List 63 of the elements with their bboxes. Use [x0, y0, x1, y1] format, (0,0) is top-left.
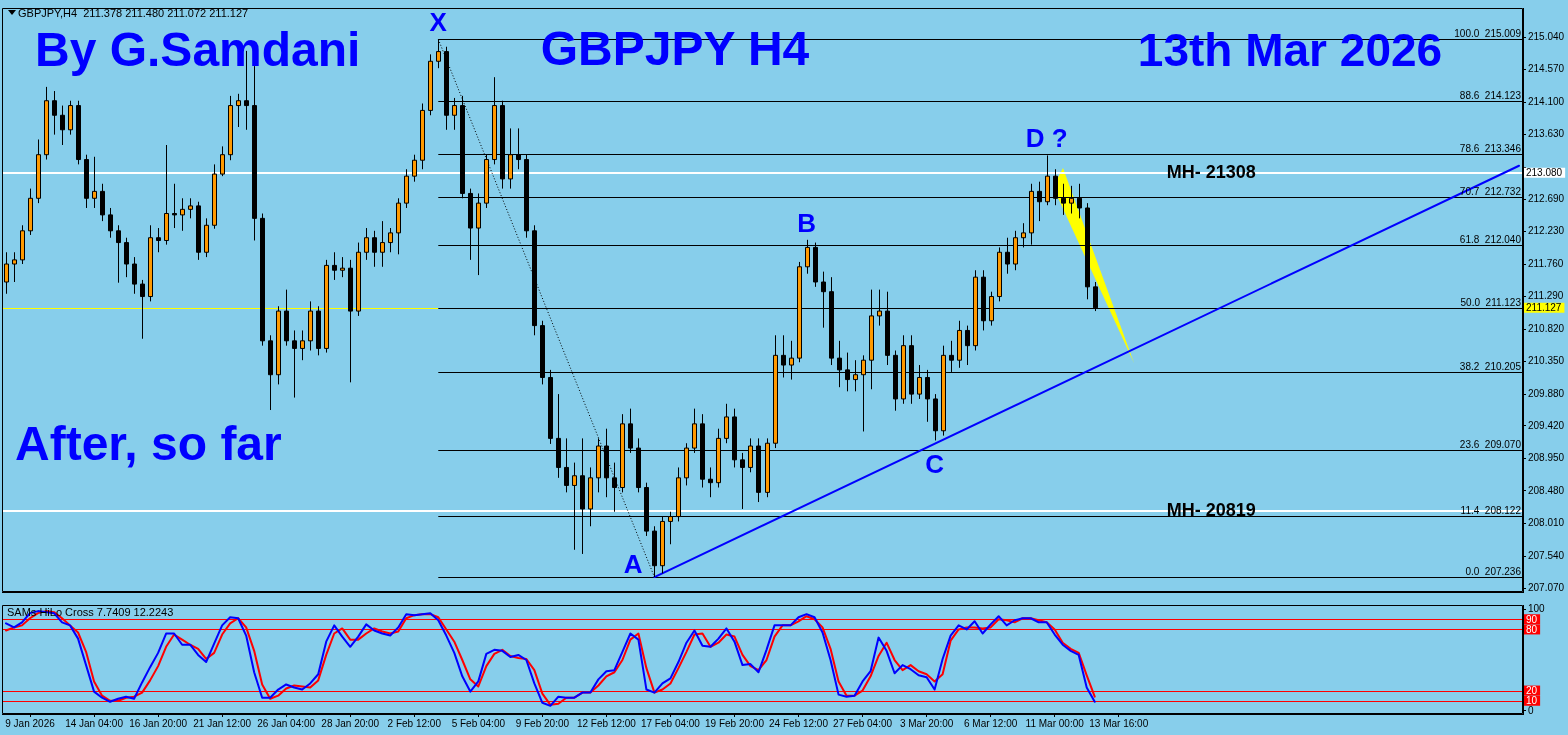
x-tick-label: 9 Feb 20:00 [515, 717, 570, 729]
x-tick-label: 3 Mar 20:00 [899, 717, 954, 729]
annotation: D ? [1025, 123, 1068, 154]
annotation: MH- 20819 [1166, 500, 1256, 521]
y-tick-label: 208.010 [1528, 517, 1565, 529]
x-tick-label: 14 Jan 04:00 [65, 717, 124, 729]
y-tick-label: 207.540 [1528, 549, 1565, 561]
x-tick-label: 17 Feb 04:00 [640, 717, 701, 729]
x-tick-label: 2 Feb 12:00 [387, 717, 442, 729]
ref-line-label: 61.8 212.040 [1459, 233, 1522, 245]
annotation: By G.Samdani [35, 23, 361, 76]
y-tick-label: 213.630 [1528, 128, 1565, 140]
y-tick-label: 208.480 [1528, 484, 1565, 496]
ref-line-label: 100.0 215.009 [1454, 28, 1522, 40]
y-tick-label: 209.880 [1528, 387, 1565, 399]
y-tick-label: 209.420 [1528, 419, 1565, 431]
y-tick-label: 214.570 [1528, 63, 1565, 75]
annotation: After, so far [15, 417, 282, 470]
y-tick-label: 212.230 [1528, 225, 1565, 237]
y-tick-label: 214.100 [1528, 95, 1565, 107]
ref-line-label: 80 [1526, 623, 1538, 635]
x-tick-label: 27 Feb 04:00 [833, 717, 893, 729]
ref-line-label: 213.080 [1526, 166, 1563, 178]
y-tick-label: 210.820 [1528, 322, 1565, 334]
x-tick-label: 6 Mar 12:00 [963, 717, 1018, 729]
y-tick-label: 212.690 [1528, 193, 1565, 205]
ref-line-label: 10 [1526, 695, 1538, 707]
annotation: C [925, 449, 945, 480]
annotation: B [797, 207, 816, 238]
ref-line-label: 90 [1526, 613, 1538, 625]
x-tick-label: 16 Jan 20:00 [129, 717, 188, 729]
x-tick-label: 26 Jan 04:00 [257, 717, 316, 729]
ref-line-label: 50.0 211.123 [1460, 297, 1522, 309]
y-tick-label: 211.290 [1528, 290, 1564, 302]
x-tick-label: 12 Feb 12:00 [576, 717, 637, 729]
chart-subtitle: 13th Mar 2026 [1137, 24, 1443, 76]
y-tick-label: 210.350 [1528, 355, 1565, 367]
ref-line-label: 78.6 213.346 [1459, 143, 1522, 155]
ref-line-label: 20 [1526, 684, 1538, 696]
y-tick-label: 208.950 [1528, 452, 1565, 464]
annotation: MH- 21308 [1166, 161, 1256, 182]
ref-line-label: 88.6 214.123 [1459, 89, 1522, 101]
annotation: GBPJPY,H4 211.378 211.480 211.072 211.127 [18, 7, 249, 19]
x-tick-label: 11 Mar 00:00 [1025, 717, 1085, 729]
y-tick-label: 211.760 [1528, 257, 1564, 269]
ref-line-label: 0.0 207.236 [1465, 566, 1522, 578]
annotation: X [429, 7, 448, 38]
annotation: A [623, 549, 643, 580]
x-tick-label: 21 Jan 12:00 [193, 717, 252, 729]
ref-line-label: 38.2 210.205 [1459, 360, 1522, 372]
y-tick-label: 0 [1528, 704, 1534, 716]
ref-line-label: 11.4 208.122 [1460, 504, 1522, 516]
x-tick-label: 9 Jan 2026 [5, 717, 56, 729]
x-tick-label: 13 Mar 16:00 [1089, 717, 1149, 729]
ref-line-label: 211.127 [1526, 302, 1562, 314]
x-tick-label: 24 Feb 12:00 [769, 717, 829, 729]
ref-line-label: 23.6 209.070 [1459, 439, 1522, 451]
x-tick-label: 19 Feb 20:00 [705, 717, 765, 729]
x-tick-label: 5 Feb 04:00 [451, 717, 506, 729]
y-tick-label: 215.040 [1528, 30, 1565, 42]
x-tick-label: 28 Jan 20:00 [321, 717, 380, 729]
y-tick-label: 100 [1528, 602, 1546, 614]
y-tick-label: 207.070 [1528, 582, 1565, 594]
